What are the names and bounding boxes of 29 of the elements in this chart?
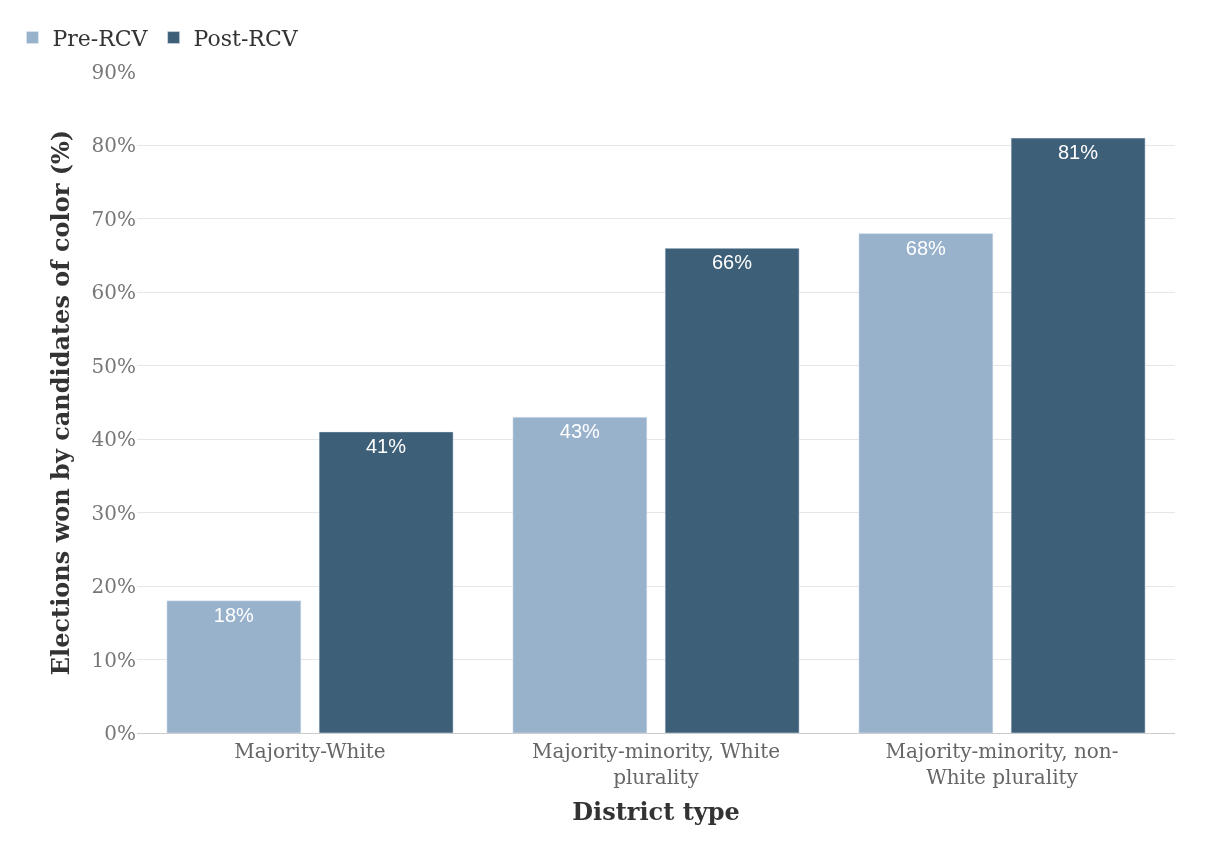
x-tick-label: Majority-minority, White plurality <box>531 739 781 789</box>
bar <box>858 233 994 733</box>
bar <box>664 248 800 733</box>
y-tick-label: 60% <box>91 280 136 305</box>
x-axis-title: District type <box>572 797 740 827</box>
legend-label: Pre-RCV <box>52 26 149 52</box>
data-label: 43% <box>559 420 600 443</box>
data-label: 66% <box>712 251 753 274</box>
y-tick-label: 90% <box>91 60 136 84</box>
y-axis-title: Elections won by candidates of color (%) <box>45 129 75 676</box>
legend-label: Post-RCV <box>193 26 299 52</box>
data-label: 68% <box>905 236 946 259</box>
bar <box>318 431 454 733</box>
x-tick-label: Majority-White <box>234 739 386 763</box>
y-tick-label: 10% <box>91 647 136 672</box>
data-label: 41% <box>366 434 407 457</box>
y-tick-label: 70% <box>91 206 136 231</box>
x-tick-label: Majority-minority, non-White plurality <box>885 739 1119 789</box>
bar <box>1010 137 1146 733</box>
bar <box>512 416 648 733</box>
y-tick-label: 80% <box>91 133 136 158</box>
y-tick-label: 20% <box>91 574 136 599</box>
y-tick-label: 50% <box>91 353 136 378</box>
y-tick-label: 40% <box>91 427 136 452</box>
data-label: 81% <box>1058 141 1099 164</box>
y-tick-label: 0% <box>104 721 136 745</box>
bar <box>166 600 302 733</box>
data-label: 18% <box>213 603 254 626</box>
y-tick-label: 30% <box>91 500 136 525</box>
